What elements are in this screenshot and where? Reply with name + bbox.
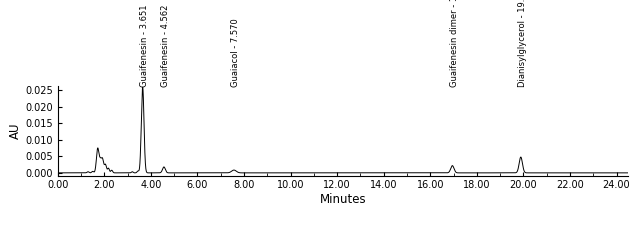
- Text: Guaifenesin - 3.651: Guaifenesin - 3.651: [140, 5, 149, 87]
- X-axis label: Minutes: Minutes: [320, 193, 366, 206]
- Text: Guaiacol - 7.570: Guaiacol - 7.570: [231, 18, 240, 87]
- Text: Guaifenesin dimer - 16.949: Guaifenesin dimer - 16.949: [449, 0, 458, 87]
- Text: Dianisylglycerol - 19.888: Dianisylglycerol - 19.888: [518, 0, 527, 87]
- Text: Guaifenesin - 4.562: Guaifenesin - 4.562: [161, 5, 170, 87]
- Y-axis label: AU: AU: [10, 122, 22, 139]
